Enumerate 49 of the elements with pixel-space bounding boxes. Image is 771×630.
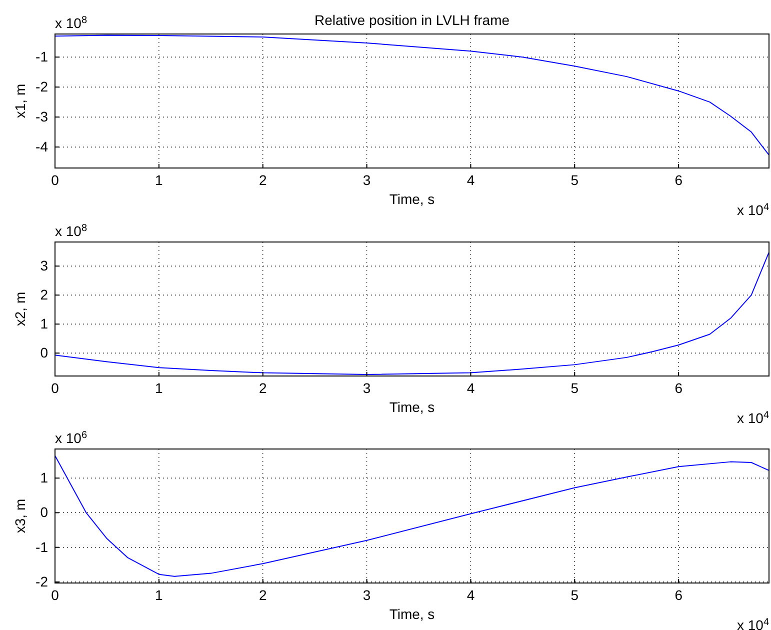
x-tick-label: 6 bbox=[674, 172, 683, 188]
x-tick-label: 4 bbox=[466, 586, 475, 603]
text: x 10$^{4}$ bbox=[736, 202, 770, 218]
y-tick-label: 1 bbox=[40, 470, 48, 486]
line-series bbox=[54, 455, 770, 577]
text: x 10$^{4}$ bbox=[736, 616, 770, 630]
text: x 10$^{6}$ bbox=[55, 430, 88, 446]
line-series bbox=[54, 34, 770, 156]
x-tick-label: 5 bbox=[570, 380, 579, 396]
x-tick-label: 4 bbox=[466, 172, 475, 188]
x-tick-label: 4 bbox=[466, 380, 475, 396]
y-tick-label: -1 bbox=[36, 538, 48, 555]
x-tick-label: 2 bbox=[258, 586, 267, 603]
chart-title: Relative position in LVLH frame bbox=[314, 12, 510, 28]
y-tick-label: 3 bbox=[40, 258, 48, 274]
x-tick-label: 5 bbox=[570, 172, 579, 188]
x-tick-label: 3 bbox=[362, 380, 371, 396]
y-tick-label: -1 bbox=[36, 48, 48, 65]
x-tick-label: 3 bbox=[362, 172, 371, 188]
line-series bbox=[54, 252, 770, 376]
x-tick-label: 0 bbox=[51, 172, 60, 188]
y-axis-title: x1, m bbox=[12, 84, 28, 118]
x-tick-label: 1 bbox=[155, 172, 164, 188]
x-axis-title: Time, s bbox=[389, 606, 435, 622]
x-tick-label: 2 bbox=[258, 172, 267, 188]
x-tick-label: 1 bbox=[155, 586, 164, 603]
y-tick-label: -3 bbox=[36, 108, 48, 125]
y-tick-label: 2 bbox=[40, 286, 48, 303]
x-tick-label: 3 bbox=[362, 586, 371, 603]
x-axis-title: Time, s bbox=[389, 399, 435, 415]
x-tick-label: 6 bbox=[674, 586, 683, 603]
x-tick-label: 0 bbox=[51, 586, 60, 603]
text: x 10$^{4}$ bbox=[736, 410, 770, 426]
y-axis-title: x3, m bbox=[12, 498, 28, 534]
text: x 10$^{8}$ bbox=[55, 14, 88, 31]
x-tick-label: 5 bbox=[570, 586, 579, 603]
y-tick-label: -2 bbox=[36, 573, 48, 590]
y-axis-title: x2, m bbox=[12, 292, 28, 326]
x-tick-label: 1 bbox=[155, 380, 164, 396]
x-tick-label: 2 bbox=[258, 380, 267, 396]
y-tick-label: 1 bbox=[40, 316, 48, 332]
x-tick-label: 0 bbox=[51, 380, 60, 396]
y-tick-label: 0 bbox=[40, 504, 48, 520]
x-axis-title: Time, s bbox=[389, 191, 435, 207]
y-tick-label: -4 bbox=[36, 138, 48, 154]
text: x 10$^{8}$ bbox=[55, 222, 88, 239]
x-tick-label: 6 bbox=[674, 380, 683, 396]
y-tick-label: -2 bbox=[36, 78, 48, 95]
y-tick-label: 0 bbox=[40, 344, 48, 361]
